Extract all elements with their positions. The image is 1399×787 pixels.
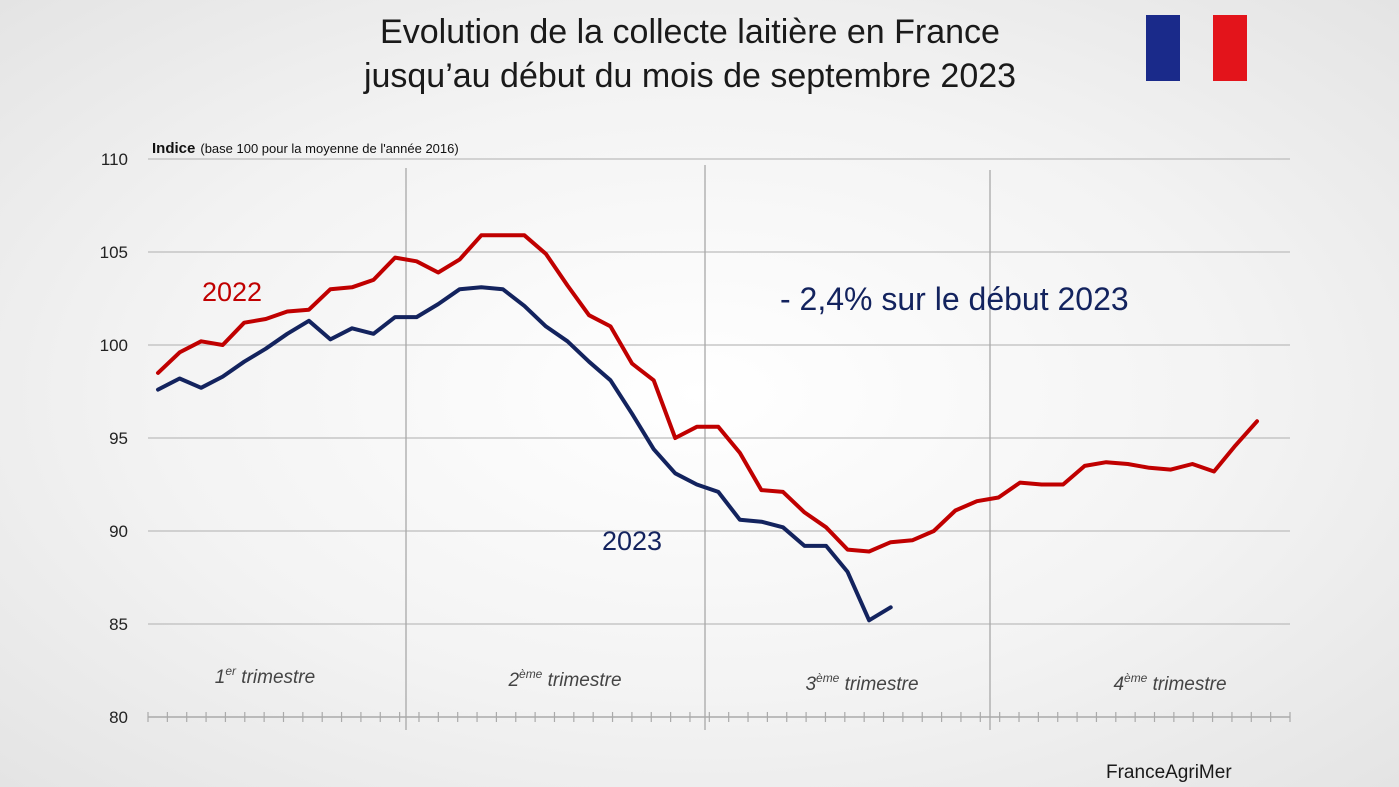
quarter-label: 2ème trimestre (507, 667, 621, 691)
y-tick-label: 110 (101, 150, 128, 169)
y-tick-label: 105 (100, 243, 128, 262)
y-tick-label: 90 (109, 522, 128, 541)
y-axis-label-main: Indice (152, 140, 195, 157)
flag-red (1213, 15, 1248, 81)
title-line-1: Evolution de la collecte laitière en Fra… (380, 13, 1000, 51)
quarter-label: 3ème trimestre (805, 671, 918, 695)
y-axis-label-note: (base 100 pour la moyenne de l'année 201… (200, 141, 458, 156)
annotation-text: - 2,4% sur le début 2023 (780, 281, 1129, 317)
series-line-2023 (156, 285, 893, 623)
quarter-label: 1er trimestre (215, 664, 315, 688)
y-axis-label: Indice (base 100 pour la moyenne de l'ann… (152, 140, 459, 157)
series-line-2022 (156, 233, 1259, 554)
y-tick-label: 100 (100, 336, 128, 355)
french-flag-icon (1146, 15, 1248, 81)
quarter-label: 4ème trimestre (1113, 671, 1226, 695)
source-label: FranceAgriMer (1106, 762, 1232, 783)
title-line-2: jusqu’au début du mois de septembre 2023 (363, 57, 1017, 95)
y-tick-label: 80 (109, 708, 128, 727)
label-2023: 2023 (602, 526, 662, 556)
chart-title: Evolution de la collecte laitière en Fra… (0, 10, 1380, 98)
flag-blue (1146, 15, 1180, 81)
y-tick-label: 95 (109, 429, 128, 448)
label-2022: 2022 (202, 277, 262, 307)
y-tick-label: 85 (109, 615, 128, 634)
